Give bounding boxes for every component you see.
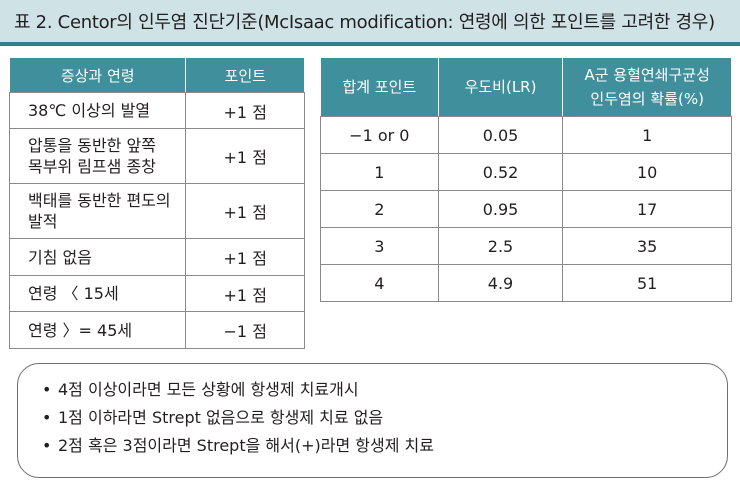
criteria-point: +1 점 bbox=[185, 275, 305, 312]
table-title-text: 표 2. Centor의 인두염 진단기준(McIsaac modificati… bbox=[14, 12, 715, 33]
note-item: • 1점 이하라면 Strept 없음으로 항생제 치료 없음 bbox=[42, 404, 727, 432]
probability-lr: 0.95 bbox=[437, 190, 564, 228]
criteria-header-row: 증상과 연령 포인트 bbox=[8, 57, 305, 93]
bullet-icon: • bbox=[42, 380, 52, 399]
probability-lr: 0.52 bbox=[437, 153, 564, 191]
bullet-icon: • bbox=[42, 408, 52, 427]
probability-percent: 1 bbox=[562, 116, 732, 154]
probability-total: 2 bbox=[320, 190, 439, 228]
probability-header-total: 합계 포인트 bbox=[320, 57, 439, 117]
probability-row: 4 4.9 51 bbox=[320, 264, 732, 302]
criteria-row: 연령 〈 15세 +1 점 bbox=[8, 275, 305, 312]
probability-row: 1 0.52 10 bbox=[320, 153, 732, 191]
probability-row: 2 0.95 17 bbox=[320, 190, 732, 228]
probability-lr: 2.5 bbox=[437, 227, 564, 265]
criteria-point: +1 점 bbox=[185, 238, 305, 276]
criteria-point: −1 점 bbox=[185, 311, 305, 349]
probability-percent: 51 bbox=[562, 264, 732, 302]
criteria-symptom: 기침 없음 bbox=[8, 238, 187, 276]
treatment-notes-box: • 4점 이상이라면 모든 상황에 항생제 치료개시 • 1점 이하라면 Strep… bbox=[17, 363, 728, 478]
criteria-symptom: 압통을 동반한 앞쪽 목부위 림프샘 종창 bbox=[8, 128, 187, 184]
bullet-icon: • bbox=[42, 436, 52, 455]
probability-total: 1 bbox=[320, 153, 439, 191]
criteria-header-symptom: 증상과 연령 bbox=[8, 57, 187, 93]
probability-percent: 10 bbox=[562, 153, 732, 191]
probability-header-row: 합계 포인트 우도비(LR) A군 용혈연쇄구균성 인두염의 확률(%) bbox=[320, 57, 732, 117]
criteria-table: 증상과 연령 포인트 38℃ 이상의 발열 +1 점 압통을 동반한 앞쪽 목부… bbox=[8, 57, 305, 349]
criteria-point: +1 점 bbox=[185, 128, 305, 184]
criteria-symptom: 백태를 동반한 편도의 발적 bbox=[8, 183, 187, 239]
criteria-symptom: 38℃ 이상의 발열 bbox=[8, 92, 187, 129]
probability-header-prob: A군 용혈연쇄구균성 인두염의 확률(%) bbox=[562, 57, 732, 117]
criteria-point: +1 점 bbox=[185, 92, 305, 129]
criteria-row: 38℃ 이상의 발열 +1 점 bbox=[8, 92, 305, 129]
probability-lr: 4.9 bbox=[437, 264, 564, 302]
probability-lr: 0.05 bbox=[437, 116, 564, 154]
probability-total: −1 or 0 bbox=[320, 116, 439, 154]
table-title: 표 2. Centor의 인두염 진단기준(McIsaac modificati… bbox=[0, 0, 740, 46]
note-item: • 4점 이상이라면 모든 상황에 항생제 치료개시 bbox=[42, 376, 727, 404]
criteria-symptom: 연령 〉= 45세 bbox=[8, 311, 187, 349]
criteria-row: 압통을 동반한 앞쪽 목부위 림프샘 종창 +1 점 bbox=[8, 128, 305, 184]
criteria-header-point: 포인트 bbox=[185, 57, 305, 93]
probability-row: −1 or 0 0.05 1 bbox=[320, 116, 732, 154]
note-item: • 2점 혹은 3점이라면 Strept을 해서(+)라면 항생제 치료 bbox=[42, 432, 727, 460]
criteria-point: +1 점 bbox=[185, 183, 305, 239]
criteria-row: 백태를 동반한 편도의 발적 +1 점 bbox=[8, 183, 305, 239]
note-text: 4점 이상이라면 모든 상황에 항생제 치료개시 bbox=[58, 380, 359, 399]
criteria-row: 기침 없음 +1 점 bbox=[8, 238, 305, 276]
probability-total: 4 bbox=[320, 264, 439, 302]
criteria-symptom: 연령 〈 15세 bbox=[8, 275, 187, 312]
probability-table: 합계 포인트 우도비(LR) A군 용혈연쇄구균성 인두염의 확률(%) −1 … bbox=[320, 57, 732, 302]
criteria-row: 연령 〉= 45세 −1 점 bbox=[8, 311, 305, 349]
probability-row: 3 2.5 35 bbox=[320, 227, 732, 265]
note-text: 1점 이하라면 Strept 없음으로 항생제 치료 없음 bbox=[58, 408, 384, 427]
probability-percent: 35 bbox=[562, 227, 732, 265]
probability-percent: 17 bbox=[562, 190, 732, 228]
note-text: 2점 혹은 3점이라면 Strept을 해서(+)라면 항생제 치료 bbox=[58, 436, 434, 455]
probability-header-lr: 우도비(LR) bbox=[437, 57, 564, 117]
probability-total: 3 bbox=[320, 227, 439, 265]
